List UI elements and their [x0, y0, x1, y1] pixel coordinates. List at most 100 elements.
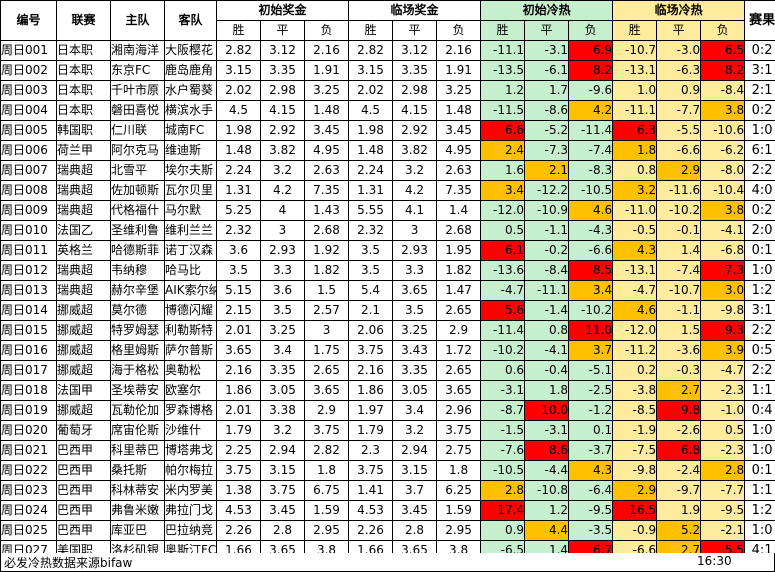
live-hot-lose: -1.0	[700, 400, 746, 421]
live-hot-draw: -6.3	[656, 60, 702, 81]
table-row: 周日018 法国甲 圣埃蒂安 欧塞尔 1.86 3.05 3.65 1.86 3.05 3.65-…	[0, 380, 775, 401]
live-hot-lose: -10.6	[700, 120, 746, 141]
match-id: 周日012	[0, 260, 57, 281]
live-prize-win: 4.53	[348, 500, 394, 521]
init-hot-lose: -6.4	[568, 480, 614, 501]
table-row: 周日011 英格兰 哈德斯菲 诺丁汉森 3.6 2.93 1.92 3.5 2.93 1.95 6.…	[0, 240, 775, 261]
live-hot-lose: -4.1	[700, 220, 746, 241]
init-prize-draw: 3.3	[260, 260, 305, 281]
init-prize-draw: 3.25	[260, 320, 305, 341]
live-hot-win: 16.5	[612, 500, 658, 521]
live-hot-draw: 6.8	[656, 440, 702, 461]
init-hot-lose: 4.6	[568, 200, 614, 221]
match-id: 周日006	[0, 140, 57, 161]
init-prize-lose: 1.91	[303, 60, 350, 81]
home-team: 磐田喜悦	[110, 100, 165, 121]
init-prize-win: 1.48	[216, 140, 261, 161]
init-hot-draw: -4.4	[524, 460, 570, 481]
init-prize-lose: 1.82	[303, 260, 350, 281]
live-prize-lose: 4.95	[436, 140, 482, 161]
init-hot-lose: 11.0	[568, 320, 614, 341]
match-id: 周日025	[0, 520, 57, 541]
init-prize-win: 3.75	[216, 460, 261, 481]
init-hot-lose: -10.2	[568, 300, 614, 321]
live-hot-win: 1.8	[612, 140, 658, 161]
init-hot-draw: -4.1	[524, 340, 570, 361]
footer-bar: 必发冷热数据来源bifaw 16:30	[0, 553, 775, 572]
live-prize-win: 2.16	[348, 360, 394, 381]
table-row: 周日009 瑞典超 代格福什 马尔默 5.25 4 1.43 5.55 4.1 1.4 -12.0-…	[0, 200, 775, 221]
live-hot-win: -4.7	[612, 280, 658, 301]
subheader-win: 胜	[348, 20, 394, 41]
subheader-win: 胜	[612, 20, 658, 41]
live-prize-win: 1.97	[348, 400, 394, 421]
live-hot-draw: -3.0	[656, 40, 702, 61]
live-prize-draw: 3.65	[392, 280, 438, 301]
init-prize-draw: 3.35	[260, 360, 305, 381]
init-hot-lose: -8.3	[568, 160, 614, 181]
match-id: 周日014	[0, 300, 57, 321]
init-prize-lose: 2.95	[303, 520, 350, 541]
home-team: 瓦勒伦加	[110, 400, 165, 421]
init-hot-draw: 2.1	[524, 160, 570, 181]
init-hot-lose: -5.1	[568, 360, 614, 381]
init-hot-win: -3.1	[480, 380, 526, 401]
live-hot-win: -13.1	[612, 60, 658, 81]
init-prize-draw: 2.93	[260, 240, 305, 261]
init-hot-draw: -0.2	[524, 240, 570, 261]
live-hot-lose: -6.8	[700, 240, 746, 261]
live-prize-win: 2.06	[348, 320, 394, 341]
init-prize-win: 2.24	[216, 160, 261, 181]
init-prize-lose: 1.48	[303, 100, 350, 121]
init-hot-win: -1.5	[480, 420, 526, 441]
live-hot-win: -11.0	[612, 200, 658, 221]
init-hot-win: -11.1	[480, 40, 526, 61]
table-row: 周日023 巴西甲 科林蒂安 米内罗美 1.38 3.75 6.75 1.41 3.7 6.25 2…	[0, 480, 775, 501]
subheader-draw: 平	[656, 20, 702, 41]
match-result: 1:0	[744, 120, 775, 141]
live-prize-lose: 1.95	[436, 240, 482, 261]
match-result: 0:1	[744, 460, 775, 481]
init-prize-draw: 3.05	[260, 380, 305, 401]
away-team: 罗森博格	[164, 400, 217, 421]
league-cell: 挪威超	[56, 340, 111, 361]
away-team: 萨尔普斯	[164, 340, 217, 361]
init-hot-win: -11.5	[480, 100, 526, 121]
home-team: 莫尔德	[110, 300, 165, 321]
live-hot-draw: -11.6	[656, 180, 702, 201]
init-hot-draw: 1.7	[524, 80, 570, 101]
home-team: 圣埃蒂安	[110, 380, 165, 401]
home-team: 海于格松	[110, 360, 165, 381]
match-result: 1:0	[744, 260, 775, 281]
league-cell: 荷兰甲	[56, 140, 111, 161]
init-hot-draw: 8.6	[524, 440, 570, 461]
live-hot-draw: -2.6	[656, 420, 702, 441]
match-id: 周日003	[0, 80, 57, 101]
match-result: 4:0	[744, 180, 775, 201]
live-prize-win: 1.79	[348, 420, 394, 441]
subheader-win: 胜	[216, 20, 261, 41]
init-prize-draw: 3.45	[260, 500, 305, 521]
init-hot-win: 2.8	[480, 480, 526, 501]
init-prize-lose: 1.59	[303, 500, 350, 521]
init-prize-lose: 4.95	[303, 140, 350, 161]
header-id: 编号	[0, 0, 57, 41]
live-hot-lose: -4.7	[700, 360, 746, 381]
init-prize-draw: 3.75	[260, 480, 305, 501]
live-prize-lose: 2.65	[436, 300, 482, 321]
live-hot-win: -9.8	[612, 460, 658, 481]
live-prize-draw: 3.5	[392, 300, 438, 321]
table-row: 周日022 巴西甲 桑托斯 帕尔梅拉 3.75 3.15 1.8 3.75 3.15 1.8 -10…	[0, 460, 775, 481]
init-prize-win: 2.02	[216, 80, 261, 101]
init-prize-lose: 3	[303, 320, 350, 341]
init-prize-win: 3.65	[216, 340, 261, 361]
table-row: 周日025 巴西甲 库亚巴 巴拉纳竞 2.26 2.8 2.95 2.26 2.8 2.95 0.9…	[0, 520, 775, 541]
live-hot-win: 1.0	[612, 80, 658, 101]
live-prize-win: 2.1	[348, 300, 394, 321]
live-prize-win: 2.3	[348, 440, 394, 461]
match-result: 1:2	[744, 280, 775, 301]
init-hot-lose: -11.4	[568, 120, 614, 141]
away-team: 博塔弗戈	[164, 440, 217, 461]
home-team: 弗鲁米嫩	[110, 500, 165, 521]
